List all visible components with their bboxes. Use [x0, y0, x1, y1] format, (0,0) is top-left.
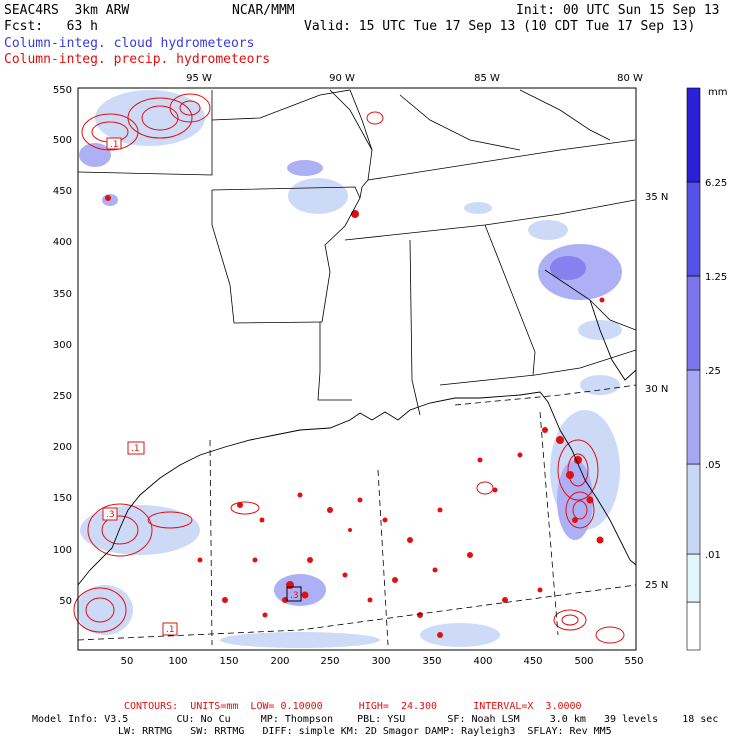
model-title: SEAC4RS 3km ARW	[4, 3, 130, 18]
contour-label: .1	[131, 444, 140, 454]
x-tick: 300	[371, 656, 390, 667]
org-label: NCAR/MMM	[232, 3, 295, 18]
lat-label: 25 N	[645, 580, 668, 591]
cloud-field-label: Column-integ. cloud hydrometeors	[4, 36, 255, 51]
lon-label: 95 W	[186, 73, 212, 84]
y-tick: 350	[53, 289, 72, 300]
lat-lon-grid	[77, 384, 637, 646]
init-time: Init: 00 UTC Sun 15 Sep 13	[516, 3, 720, 18]
y-tick: 150	[53, 493, 72, 504]
y-tick: 250	[53, 391, 72, 402]
colorbar-unit: mm	[708, 87, 727, 98]
colorbar-label: .01	[705, 550, 721, 561]
x-tick: 350	[422, 656, 441, 667]
y-tick: 400	[53, 237, 72, 248]
model-info-line1: Model Info: V3.5 CU: No Cu MP: Thompson …	[32, 714, 719, 725]
x-tick: 400	[473, 656, 492, 667]
x-axis: 50 100 150 200 250 300 350 400 450 500 5…	[121, 656, 644, 667]
y-axis: 50 100 150 200 250 300 350 400 450 500 5…	[53, 85, 72, 607]
x-tick: 200	[270, 656, 289, 667]
y-tick: 550	[53, 85, 72, 96]
y-tick: 450	[53, 186, 72, 197]
lon-label: 80 W	[617, 73, 643, 84]
x-tick: 500	[574, 656, 593, 667]
y-tick: 100	[53, 545, 72, 556]
contour-label: .3	[290, 591, 299, 601]
x-tick: 450	[523, 656, 542, 667]
map-frame	[77, 87, 637, 651]
contour-label: .1	[166, 625, 175, 635]
colorbar-label: 6.25	[705, 178, 727, 189]
y-tick: 50	[59, 596, 72, 607]
lon-label: 90 W	[329, 73, 355, 84]
coastline	[77, 299, 637, 586]
contours-info: CONTOURS: UNITS=mm LOW= 0.10000 HIGH= 24…	[124, 701, 582, 712]
lon-label: 85 W	[474, 73, 500, 84]
colorbar-label: 1.25	[705, 272, 727, 283]
contour-label: .1	[110, 140, 119, 150]
precip-field-label: Column-integ. precip. hydrometeors	[4, 52, 271, 67]
colorbar-label: .25	[705, 366, 721, 377]
y-tick: 200	[53, 442, 72, 453]
forecast-hour: Fcst: 63 h	[4, 19, 98, 34]
y-tick: 300	[53, 340, 72, 351]
y-tick: 500	[53, 135, 72, 146]
x-tick: 250	[320, 656, 339, 667]
precip-contours	[73, 93, 625, 644]
state-boundaries	[77, 89, 637, 416]
colorbar: mm 6.25 1.25 .25 .05 .01	[686, 87, 727, 651]
lat-label: 35 N	[645, 192, 668, 203]
contour-label: .3	[106, 510, 115, 520]
model-info-line2: LW: RRTMG SW: RRTMG DIFF: simple KM: 2D …	[118, 726, 612, 737]
x-tick: 150	[219, 656, 238, 667]
forecast-map: 95 W 90 W 85 W 80 W	[53, 73, 728, 667]
lat-label: 30 N	[645, 384, 668, 395]
x-tick: 100	[168, 656, 187, 667]
x-tick: 550	[624, 656, 643, 667]
valid-time: Valid: 15 UTC Tue 17 Sep 13 (10 CDT Tue …	[304, 19, 696, 34]
colorbar-label: .05	[705, 460, 721, 471]
x-tick: 50	[121, 656, 134, 667]
contour-label-boxes: .1 .1 .3 .1 .3	[102, 137, 302, 636]
cloud-shading	[77, 90, 622, 648]
